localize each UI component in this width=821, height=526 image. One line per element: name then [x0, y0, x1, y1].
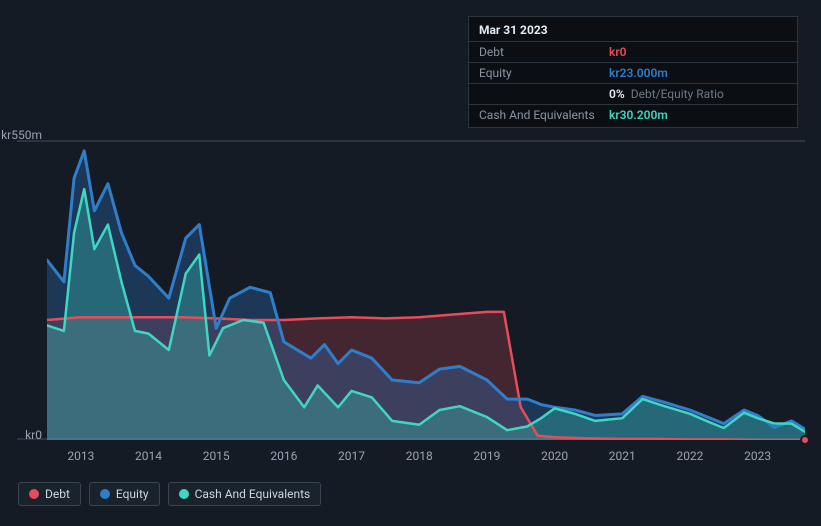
legend-dot-icon [100, 489, 110, 499]
legend-item[interactable]: Cash And Equivalents [168, 482, 322, 506]
x-tick-label: 2014 [135, 449, 162, 463]
legend-dot-icon [29, 489, 39, 499]
tooltip-row-value: kr23.000m [609, 66, 668, 80]
tooltip-row-value: 0% [609, 87, 625, 101]
legend-item[interactable]: Debt [18, 482, 81, 506]
tooltip-row-label: Cash And Equivalents [479, 108, 609, 122]
legend-label: Cash And Equivalents [195, 487, 311, 501]
x-tick-label: 2013 [67, 449, 94, 463]
x-tick-label: 2020 [541, 449, 568, 463]
legend-dot-icon [179, 489, 189, 499]
x-tick-label: 2018 [406, 449, 433, 463]
x-tick-label: 2016 [270, 449, 297, 463]
tooltip-row-label [479, 87, 609, 101]
tooltip-date: Mar 31 2023 [469, 23, 797, 41]
chart-legend: Debt Equity Cash And Equivalents [18, 482, 321, 506]
x-tick-label: 2017 [338, 449, 365, 463]
tooltip-row: Cash And Equivalentskr30.200m [469, 104, 797, 125]
series-end-marker [800, 435, 810, 445]
legend-label: Debt [45, 487, 70, 501]
tooltip-row-value: kr0 [609, 45, 627, 59]
y-tick-label: kr550m [0, 128, 42, 142]
tooltip-row-suffix: Debt/Equity Ratio [631, 87, 724, 101]
legend-label: Equity [116, 487, 149, 501]
x-tick-label: 2023 [744, 449, 771, 463]
legend-item[interactable]: Equity [89, 482, 160, 506]
tooltip-row-label: Debt [479, 45, 609, 59]
y-tick-label: kr0 [0, 428, 42, 442]
tooltip-row-value: kr30.200m [609, 108, 668, 122]
tooltip-row-label: Equity [479, 66, 609, 80]
chart-tooltip: Mar 31 2023 Debtkr0Equitykr23.000m0%Debt… [468, 16, 798, 128]
x-tick-label: 2015 [203, 449, 230, 463]
x-tick-label: 2021 [609, 449, 636, 463]
x-tick-label: 2022 [676, 449, 703, 463]
tooltip-row: Equitykr23.000m [469, 62, 797, 83]
x-tick-label: 2019 [473, 449, 500, 463]
tooltip-row: 0% Debt/Equity Ratio [469, 83, 797, 104]
tooltip-row: Debtkr0 [469, 41, 797, 62]
